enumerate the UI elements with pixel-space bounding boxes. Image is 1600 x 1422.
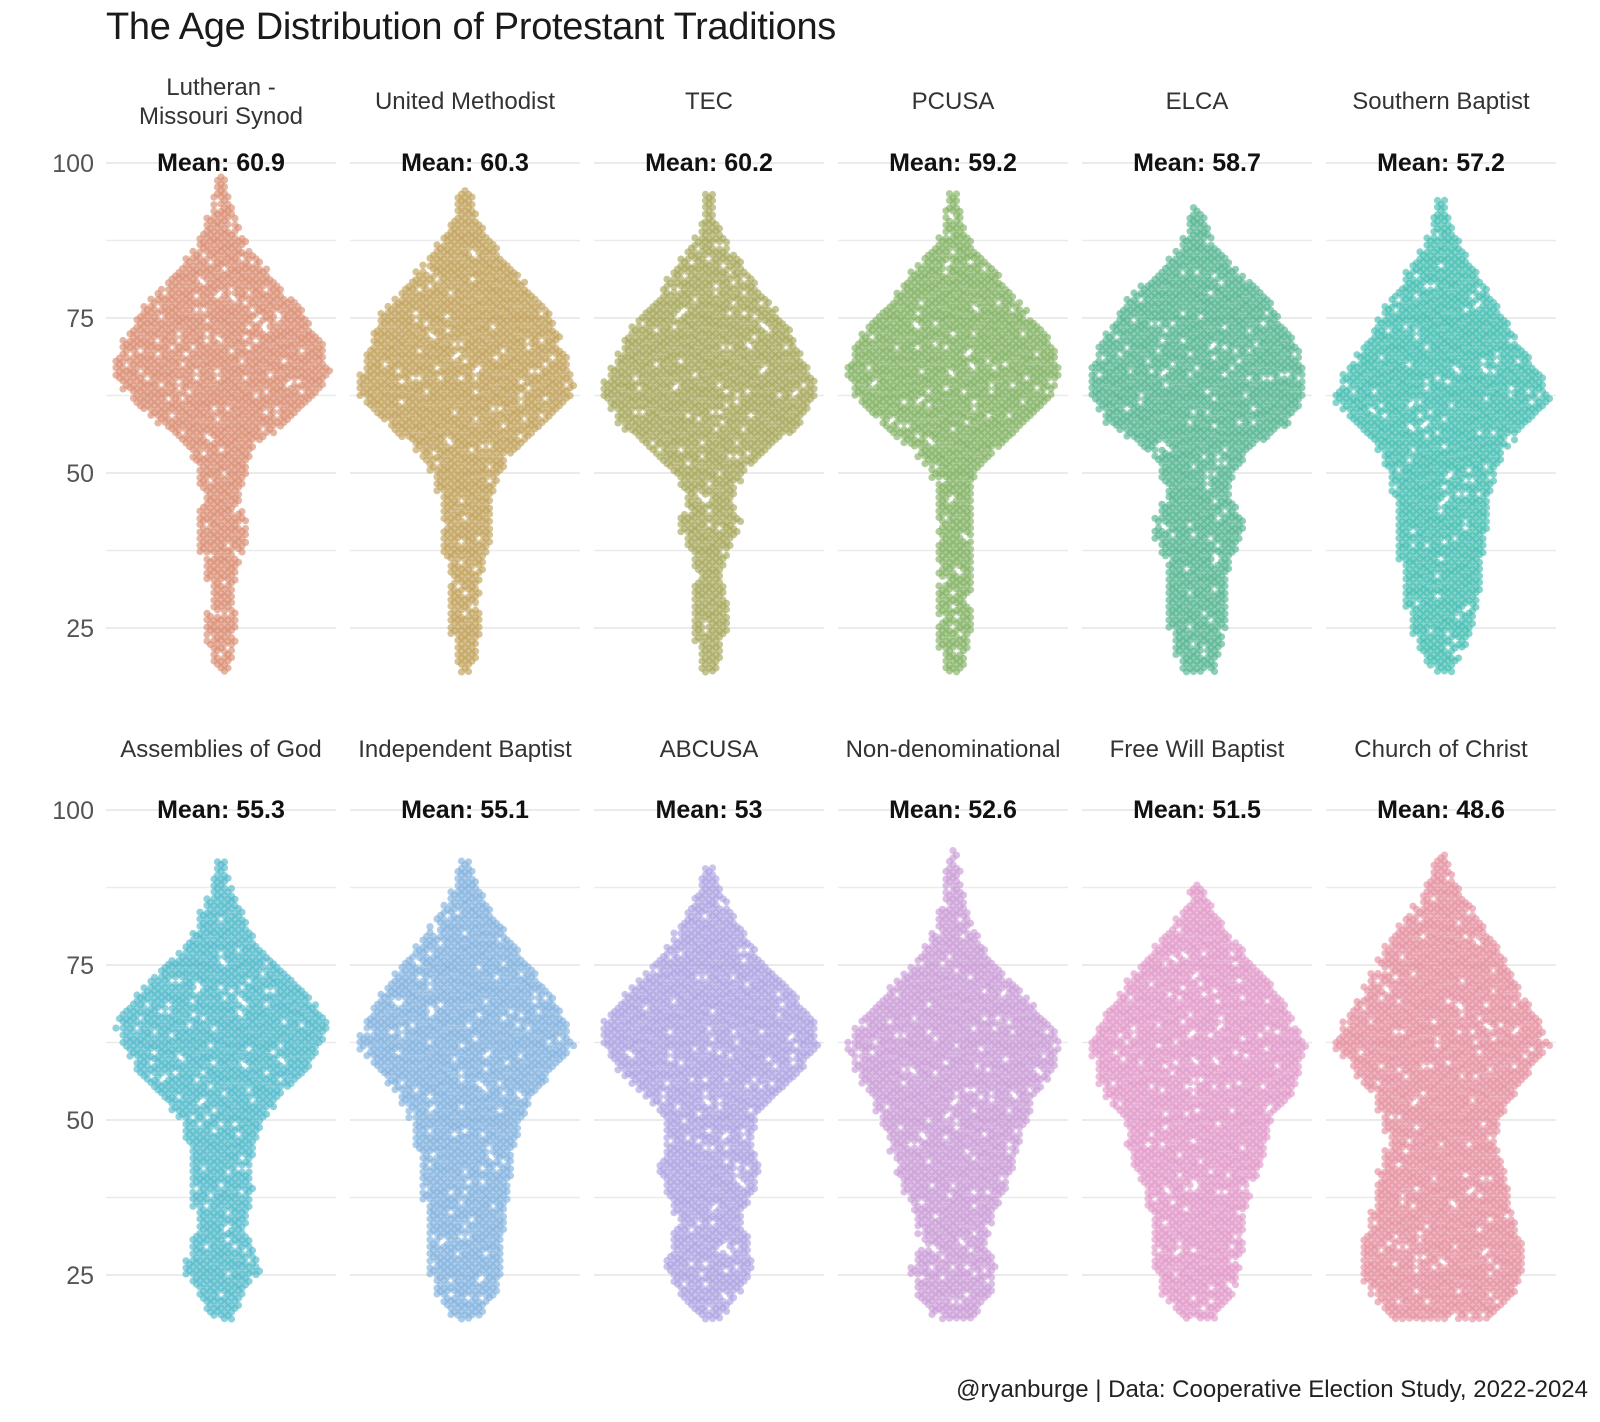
chart-title: The Age Distribution of Protestant Tradi… <box>106 6 836 49</box>
panel: TEC Mean: 60.2 <box>600 88 818 676</box>
data-point <box>287 296 295 304</box>
data-point <box>238 235 246 243</box>
data-point <box>203 637 211 645</box>
data-point <box>182 255 190 263</box>
data-point <box>231 221 239 229</box>
panel: Lutheran -Missouri Synod Mean: 60.9 <box>112 74 334 675</box>
y-tick-label: 75 <box>66 305 94 333</box>
data-point <box>217 173 225 181</box>
data-point <box>210 201 218 209</box>
data-point <box>600 378 608 386</box>
data-point <box>712 411 720 419</box>
data-point <box>691 234 699 242</box>
data-point <box>203 609 211 618</box>
mean-label: Mean: 60.9 <box>157 149 285 177</box>
data-point <box>614 350 622 358</box>
data-point <box>210 207 218 215</box>
data-point <box>663 275 671 283</box>
panel: United Methodist Mean: 60.3 <box>356 88 578 676</box>
data-point <box>147 295 155 303</box>
data-point <box>433 241 441 249</box>
data-point <box>482 446 490 454</box>
data-point <box>356 371 364 379</box>
data-point <box>461 187 469 195</box>
data-point <box>715 245 724 253</box>
data-point <box>227 646 236 655</box>
data-point <box>628 323 636 331</box>
y-tick-label: 100 <box>52 150 94 178</box>
data-point <box>241 524 250 533</box>
data-point <box>454 343 462 351</box>
data-point <box>262 265 271 273</box>
facet-label: United Methodist <box>375 88 555 115</box>
data-point <box>419 268 427 276</box>
data-point <box>140 303 148 311</box>
y-tick-label: 25 <box>66 615 94 643</box>
data-point <box>677 255 685 263</box>
y-tick-label: 50 <box>66 1107 94 1135</box>
data-point <box>471 606 480 614</box>
data-point <box>635 412 643 420</box>
data-point <box>412 268 420 276</box>
facet-label: TEC <box>685 88 733 115</box>
data-point <box>729 251 738 259</box>
y-tick-label: 50 <box>66 460 94 488</box>
data-point <box>213 613 222 621</box>
y-tick-label: 75 <box>66 952 94 980</box>
mean-label: Mean: 60.3 <box>401 149 529 177</box>
data-point <box>520 278 529 286</box>
data-point <box>607 364 615 372</box>
data-point <box>722 346 731 355</box>
data-point <box>412 378 420 386</box>
data-point <box>189 247 197 255</box>
data-point <box>531 371 539 379</box>
data-point <box>196 309 204 317</box>
data-point <box>722 551 731 560</box>
data-point <box>245 247 253 256</box>
data-point <box>119 336 127 345</box>
data-point <box>290 381 299 389</box>
data-point <box>391 295 399 303</box>
data-point <box>203 214 211 222</box>
data-point <box>419 261 427 269</box>
mean-label: Mean: 60.2 <box>645 149 773 177</box>
data-point <box>771 305 780 313</box>
data-point <box>492 408 501 416</box>
y-tick-label: 100 <box>52 797 94 825</box>
data-point <box>384 302 392 311</box>
data-point <box>722 245 731 253</box>
data-point <box>220 613 229 621</box>
data-point <box>377 309 385 318</box>
data-point <box>203 555 211 563</box>
data-point <box>729 456 738 464</box>
y-tick-label: 25 <box>66 1262 94 1290</box>
data-point <box>238 508 246 516</box>
facet-label: Lutheran -Missouri Synod <box>139 74 303 130</box>
data-point <box>680 510 689 519</box>
data-point <box>157 285 166 293</box>
